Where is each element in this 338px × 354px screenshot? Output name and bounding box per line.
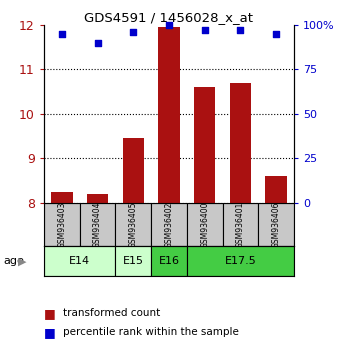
Text: age: age bbox=[3, 256, 24, 266]
Bar bbox=[123, 138, 144, 203]
Text: ■: ■ bbox=[44, 326, 56, 338]
Point bbox=[130, 29, 136, 35]
Bar bbox=[223, 203, 258, 246]
Bar bbox=[258, 203, 294, 246]
Title: GDS4591 / 1456028_x_at: GDS4591 / 1456028_x_at bbox=[84, 11, 254, 24]
Bar bbox=[187, 203, 223, 246]
Bar bbox=[115, 246, 151, 276]
Point bbox=[202, 27, 208, 33]
Bar bbox=[44, 246, 115, 276]
Bar bbox=[151, 246, 187, 276]
Bar bbox=[265, 176, 287, 203]
Point bbox=[59, 31, 65, 36]
Text: E16: E16 bbox=[159, 256, 179, 266]
Bar bbox=[87, 194, 108, 203]
Point bbox=[95, 40, 100, 45]
Point bbox=[273, 31, 279, 36]
Bar bbox=[115, 203, 151, 246]
Text: ■: ■ bbox=[44, 307, 56, 320]
Text: GSM936401: GSM936401 bbox=[236, 201, 245, 248]
Text: GSM936403: GSM936403 bbox=[57, 201, 66, 248]
Bar bbox=[44, 203, 80, 246]
Bar bbox=[51, 192, 73, 203]
Text: GSM936405: GSM936405 bbox=[129, 201, 138, 248]
Bar bbox=[187, 246, 294, 276]
Bar bbox=[158, 27, 180, 203]
Point bbox=[238, 27, 243, 33]
Text: GSM936406: GSM936406 bbox=[272, 201, 281, 248]
Bar bbox=[194, 87, 215, 203]
Bar bbox=[80, 203, 115, 246]
Text: GSM936402: GSM936402 bbox=[165, 201, 173, 248]
Text: E17.5: E17.5 bbox=[224, 256, 256, 266]
Bar bbox=[151, 203, 187, 246]
Text: GSM936404: GSM936404 bbox=[93, 201, 102, 248]
Bar bbox=[230, 83, 251, 203]
Point bbox=[166, 22, 172, 28]
Text: ▶: ▶ bbox=[18, 256, 26, 266]
Text: E15: E15 bbox=[123, 256, 144, 266]
Text: percentile rank within the sample: percentile rank within the sample bbox=[63, 327, 238, 337]
Text: transformed count: transformed count bbox=[63, 308, 160, 318]
Text: GSM936400: GSM936400 bbox=[200, 201, 209, 248]
Text: E14: E14 bbox=[69, 256, 90, 266]
